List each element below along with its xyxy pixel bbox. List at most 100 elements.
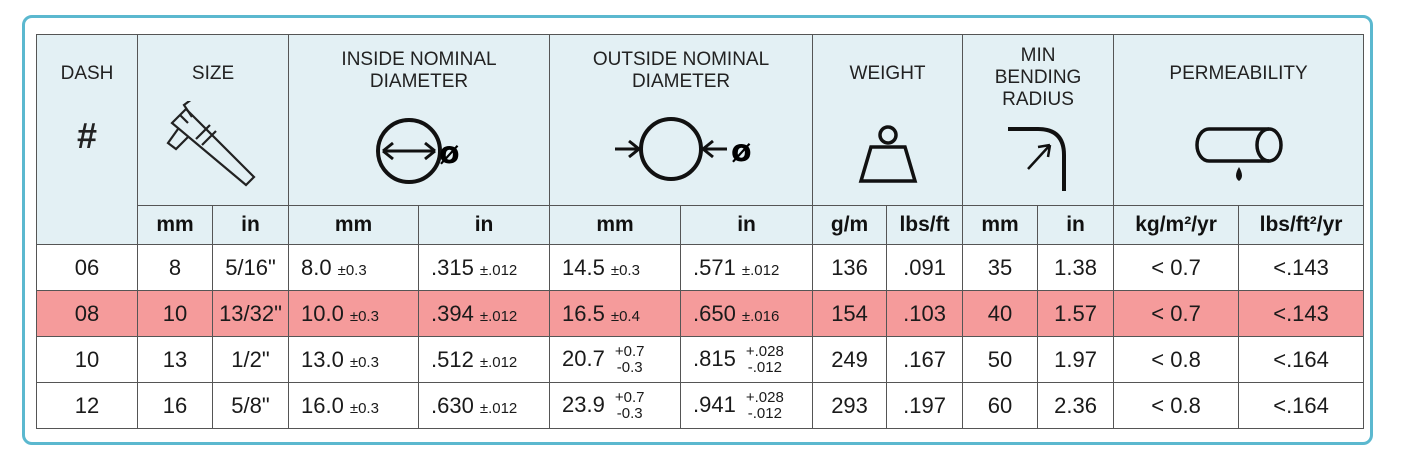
outside-diameter-icon: ø bbox=[550, 111, 812, 191]
bend-in-cell: 1.38 bbox=[1037, 244, 1115, 291]
hose-spec-table: DASH # SIZE INSIDE NOMINAL DIAMETER bbox=[36, 34, 1365, 429]
od-in-tolerance-plus: +.028 bbox=[745, 388, 784, 406]
od-mm-value: 16.5 bbox=[562, 300, 605, 326]
weight-lbsft-cell: .103 bbox=[886, 290, 964, 337]
od-mm-tolerance-minus: -0.3 bbox=[616, 358, 643, 376]
unit-bend-mm: mm bbox=[962, 205, 1039, 245]
hose-drip-icon bbox=[1114, 121, 1363, 191]
weight-header: WEIGHT bbox=[812, 34, 964, 206]
od-in-tolerance-plus: +.028 bbox=[745, 342, 784, 360]
unit-weight-gm: g/m bbox=[812, 205, 888, 245]
size-mm-cell: 10 bbox=[137, 290, 213, 337]
weight-gm-cell: 249 bbox=[812, 336, 888, 383]
outside-diameter-label: OUTSIDE NOMINAL DIAMETER bbox=[592, 49, 770, 92]
id-mm-value: 13.0 bbox=[301, 346, 344, 372]
perm-lbs-cell: <.164 bbox=[1238, 336, 1365, 383]
od-in-cell: .941 +.028 -.012 bbox=[680, 382, 814, 429]
id-in-value: .630 bbox=[431, 392, 474, 418]
permeability-label: PERMEABILITY bbox=[1169, 63, 1308, 84]
od-in-value: .571 bbox=[693, 254, 736, 280]
table-row: 06 8 5/16" 8.0 ±0.3 .315 ±.012 14.5 ±0.3 .5… bbox=[36, 244, 1365, 291]
units-row: mm in mm in mm in g/m lbs/ft mm in kg/m²… bbox=[37, 205, 1365, 245]
od-mm-cell: 16.5 ±0.4 bbox=[549, 290, 682, 337]
id-mm-cell: 8.0 ±0.3 bbox=[288, 244, 420, 291]
dash-hash: # bbox=[76, 115, 98, 156]
id-in-value: .394 bbox=[431, 300, 474, 326]
unit-weight-lbsft: lbs/ft bbox=[886, 205, 964, 245]
table-row-highlighted: 08 10 13/32" 10.0 ±0.3 .394 ±.012 16.5 ±0.4… bbox=[36, 290, 1365, 337]
id-in-cell: .315 ±.012 bbox=[418, 244, 551, 291]
od-mm-value: 20.7 bbox=[562, 345, 605, 371]
dash-header: DASH # bbox=[36, 34, 138, 245]
bending-radius-header: MIN BENDING RADIUS bbox=[962, 34, 1115, 206]
dash-cell: 10 bbox=[36, 336, 138, 383]
size-in-cell: 1/2" bbox=[211, 336, 290, 383]
perm-lbs-cell: <.164 bbox=[1238, 382, 1365, 429]
inside-diameter-icon: ø bbox=[289, 111, 549, 191]
bending-radius-icon bbox=[963, 121, 1113, 191]
od-in-value: .815 bbox=[693, 345, 736, 371]
unit-size-in: in bbox=[211, 205, 290, 245]
size-in-cell: 5/16" bbox=[211, 244, 290, 291]
unit-id-in: in bbox=[418, 205, 551, 245]
od-mm-value: 23.9 bbox=[562, 391, 605, 417]
od-mm-value: 14.5 bbox=[562, 254, 605, 280]
id-in-tolerance: ±.012 bbox=[479, 399, 518, 417]
id-mm-cell: 16.0 ±0.3 bbox=[288, 382, 420, 429]
perm-kg-cell: < 0.8 bbox=[1113, 382, 1240, 429]
od-mm-tolerance-minus: -0.3 bbox=[616, 404, 643, 422]
unit-size-mm: mm bbox=[137, 205, 213, 245]
id-in-cell: .512 ±.012 bbox=[418, 336, 551, 383]
id-in-tolerance: ±.012 bbox=[479, 307, 518, 325]
perm-kg-cell: < 0.7 bbox=[1113, 290, 1240, 337]
unit-bend-in: in bbox=[1037, 205, 1115, 245]
permeability-header: PERMEABILITY bbox=[1113, 34, 1365, 206]
unit-id-mm: mm bbox=[288, 205, 420, 245]
weight-icon bbox=[813, 121, 962, 191]
od-mm-cell: 23.9 +0.7 -0.3 bbox=[549, 382, 682, 429]
od-in-tolerance: +.028 -.012 bbox=[745, 342, 784, 376]
id-in-cell: .394 ±.012 bbox=[418, 290, 551, 337]
id-mm-tolerance: ±0.3 bbox=[349, 353, 379, 371]
od-mm-tolerance: ±0.4 bbox=[610, 307, 640, 325]
dash-cell: 12 bbox=[36, 382, 138, 429]
size-mm-cell: 8 bbox=[137, 244, 213, 291]
od-mm-tolerance-plus: +0.7 bbox=[614, 342, 645, 360]
dash-cell: 08 bbox=[36, 290, 138, 337]
od-in-tolerance-minus: -.012 bbox=[747, 404, 782, 422]
size-mm-cell: 16 bbox=[137, 382, 213, 429]
od-in-cell: .815 +.028 -.012 bbox=[680, 336, 814, 383]
weight-label: WEIGHT bbox=[849, 63, 926, 84]
perm-lbs-cell: <.143 bbox=[1238, 244, 1365, 291]
id-in-value: .315 bbox=[431, 254, 474, 280]
id-in-tolerance: ±.012 bbox=[479, 261, 518, 279]
id-in-cell: .630 ±.012 bbox=[418, 382, 551, 429]
id-mm-value: 16.0 bbox=[301, 392, 344, 418]
unit-perm-lbs: lbs/ft²/yr bbox=[1238, 205, 1365, 245]
od-in-tolerance: ±.016 bbox=[741, 307, 780, 325]
od-mm-tolerance: +0.7 -0.3 bbox=[614, 342, 645, 376]
size-mm-cell: 13 bbox=[137, 336, 213, 383]
od-in-cell: .650 ±.016 bbox=[680, 290, 814, 337]
weight-gm-cell: 154 bbox=[812, 290, 888, 337]
od-in-value: .650 bbox=[693, 300, 736, 326]
bending-radius-label: MIN BENDING RADIUS bbox=[994, 45, 1082, 110]
size-in-cell: 5/8" bbox=[211, 382, 290, 429]
id-mm-tolerance: ±0.3 bbox=[337, 261, 367, 279]
od-in-value: .941 bbox=[693, 391, 736, 417]
id-mm-value: 8.0 bbox=[301, 254, 332, 280]
bend-mm-cell: 60 bbox=[962, 382, 1039, 429]
header-row: DASH # SIZE INSIDE NOMINAL DIAMETER bbox=[36, 34, 1365, 245]
weight-lbsft-cell: .167 bbox=[886, 336, 964, 383]
bend-in-cell: 2.36 bbox=[1037, 382, 1115, 429]
id-mm-cell: 13.0 ±0.3 bbox=[288, 336, 420, 383]
unit-od-in: in bbox=[680, 205, 814, 245]
od-in-tolerance: +.028 -.012 bbox=[745, 388, 784, 422]
dash-label: DASH bbox=[60, 63, 114, 84]
size-in-cell: 13/32" bbox=[211, 290, 290, 337]
inside-diameter-label: INSIDE NOMINAL DIAMETER bbox=[341, 49, 497, 92]
table-row: 10 13 1/2" 13.0 ±0.3 .512 ±.012 20.7 +0.7 -0… bbox=[36, 336, 1365, 383]
diameter-symbol: ø bbox=[731, 134, 752, 169]
bend-in-cell: 1.57 bbox=[1037, 290, 1115, 337]
size-header: SIZE bbox=[136, 34, 290, 206]
